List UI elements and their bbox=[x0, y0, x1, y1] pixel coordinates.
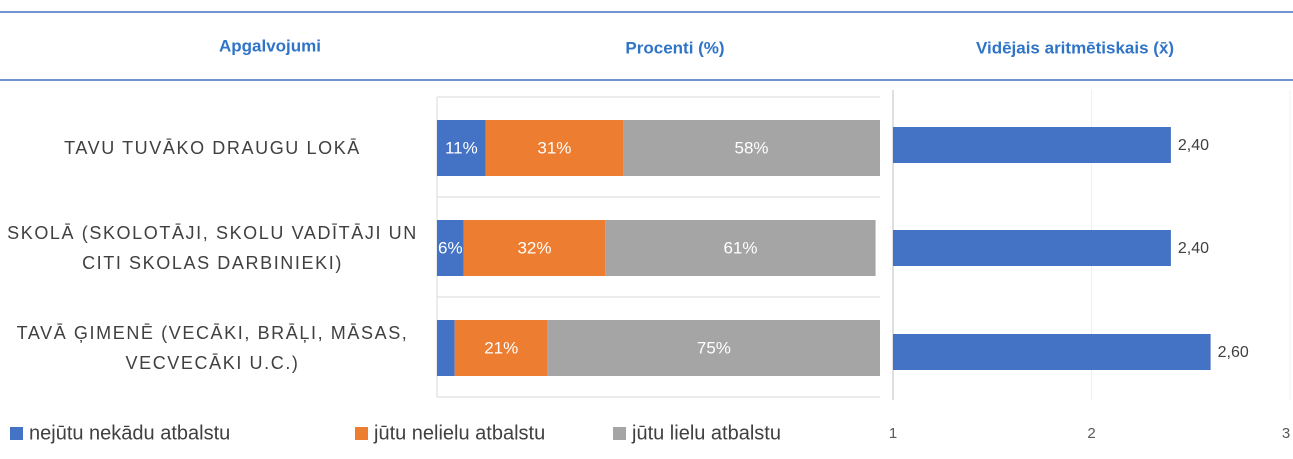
legend-label: jūtu nelielu atbalstu bbox=[373, 422, 545, 444]
value-label: 2,60 bbox=[1218, 344, 1249, 361]
value-label: 32% bbox=[517, 238, 551, 257]
value-label: 61% bbox=[723, 238, 757, 257]
bar bbox=[893, 334, 1211, 370]
value-label: 2,40 bbox=[1178, 137, 1209, 154]
chart-title: Procenti (%) bbox=[625, 38, 724, 57]
x-tick-label: 3 bbox=[1282, 425, 1290, 442]
bar-segment bbox=[437, 320, 455, 376]
x-tick-label: 1 bbox=[889, 425, 897, 442]
value-label: 31% bbox=[537, 138, 571, 157]
bar-segment bbox=[437, 120, 486, 176]
value-label: 21% bbox=[484, 338, 518, 357]
column-header: Apgalvojumi bbox=[219, 36, 321, 55]
bar-segment bbox=[454, 320, 548, 376]
category-label: SKOLĀ (SKOLOTĀJI, SKOLU VADĪTĀJI UN CITI… bbox=[7, 223, 418, 273]
bar-segment bbox=[437, 220, 464, 276]
value-label: 11% bbox=[445, 138, 478, 157]
bar-segment bbox=[463, 220, 606, 276]
legend-swatch bbox=[10, 427, 23, 440]
bar-segment bbox=[623, 120, 880, 176]
legend-label: jūtu lielu atbalstu bbox=[631, 422, 781, 444]
bar bbox=[893, 127, 1171, 163]
bar-segment bbox=[547, 320, 880, 376]
category-label: TAVU TUVĀKO DRAUGU LOKĀ bbox=[64, 138, 361, 158]
legend-swatch bbox=[355, 427, 368, 440]
legend-label: nejūtu nekādu atbalstu bbox=[29, 422, 230, 444]
bar-segment bbox=[485, 120, 624, 176]
category-label: TAVĀ ĢIMENĒ (VECĀKI, BRĀĻI, MĀSAS, VECVE… bbox=[16, 323, 409, 373]
bar bbox=[893, 230, 1171, 266]
bar-segment bbox=[605, 220, 876, 276]
value-label: 2,40 bbox=[1178, 240, 1209, 257]
value-label: 6% bbox=[438, 238, 463, 257]
value-label: 58% bbox=[735, 138, 769, 157]
chart-title: Vidējais aritmētiskais (x̄) bbox=[976, 38, 1174, 57]
x-tick-label: 2 bbox=[1087, 425, 1095, 442]
value-label: 75% bbox=[697, 338, 731, 357]
legend-swatch bbox=[613, 427, 626, 440]
